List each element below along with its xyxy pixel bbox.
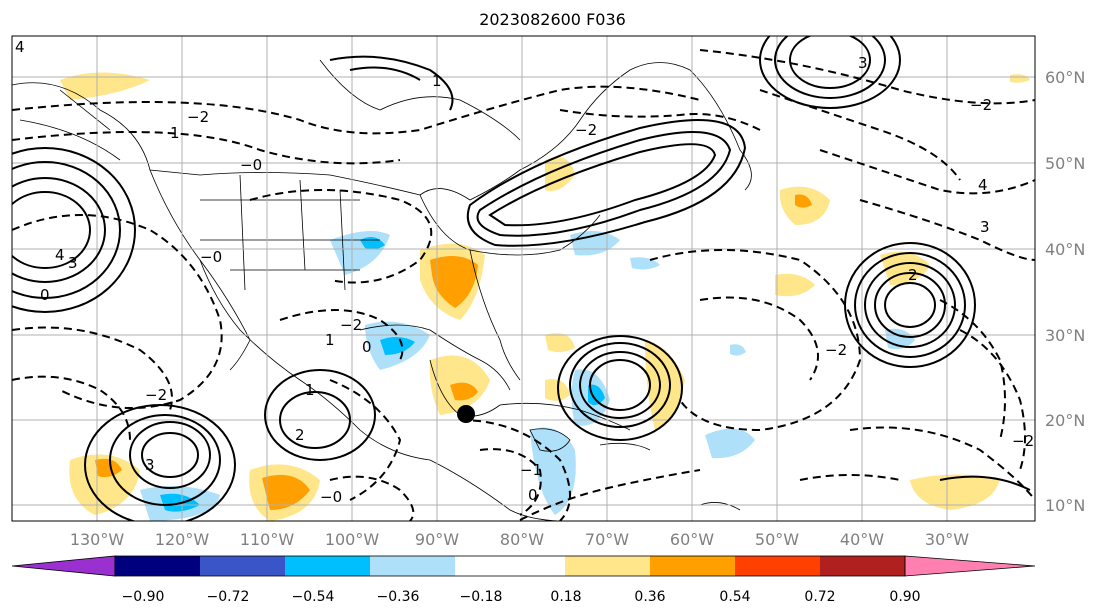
- lon-label: 100°W: [325, 530, 380, 549]
- contour-label: 4: [15, 38, 25, 56]
- contour-label: −2: [575, 121, 597, 139]
- lon-label: 40°W: [840, 530, 884, 549]
- colorbar: −0.90 −0.72 −0.54 −0.36 −0.18 0.18 0.36 …: [11, 555, 1036, 605]
- contour-label: −0: [320, 488, 342, 506]
- contour-label: 3: [980, 218, 990, 236]
- map-title: 2023082600 F036: [479, 10, 626, 29]
- lat-label: 40°N: [1045, 240, 1085, 259]
- contour-label: 4: [978, 176, 988, 194]
- contour-label: 4: [55, 246, 65, 264]
- positive-contours: [12, 36, 1031, 521]
- colorbar-tick-label: 0.90: [889, 589, 920, 605]
- lon-label: 60°W: [670, 530, 714, 549]
- contour-label: 1: [432, 72, 442, 90]
- contour-label: 2: [908, 266, 918, 284]
- lat-label: 10°N: [1045, 496, 1085, 515]
- lon-label: 110°W: [240, 530, 295, 549]
- contour-label: 1: [325, 331, 335, 349]
- contour-label: 0: [40, 286, 50, 304]
- map-frame: [11, 35, 1036, 522]
- lon-label: 120°W: [155, 530, 210, 549]
- contour-label: 1: [170, 124, 180, 142]
- contour-label: −0: [200, 248, 222, 266]
- colorbar-tick-label: −0.36: [377, 589, 420, 605]
- colorbar-tick-label: 0.54: [719, 589, 750, 605]
- colorbar-extend-low: [11, 555, 116, 577]
- lat-label: 20°N: [1045, 411, 1085, 430]
- contour-label: −2: [187, 108, 209, 126]
- colorbar-frame: [114, 555, 906, 577]
- colorbar-segment: [200, 556, 285, 576]
- contour-label: 0: [362, 338, 372, 356]
- contour-label: 3: [858, 54, 868, 72]
- contour-label: 2: [295, 426, 305, 444]
- contour-label: −1: [520, 461, 542, 479]
- cyclone-center-marker: [457, 405, 475, 423]
- colorbar-segment: [115, 556, 200, 576]
- lat-label: 60°N: [1045, 68, 1085, 87]
- colorbar-tick-label: −0.18: [460, 589, 503, 605]
- colorbar-tick-label: 0.18: [550, 589, 581, 605]
- lon-label: 130°W: [70, 530, 125, 549]
- lon-label: 90°W: [415, 530, 459, 549]
- colorbar-segment: [455, 556, 565, 576]
- lat-label: 50°N: [1045, 154, 1085, 173]
- lat-label: 30°N: [1045, 326, 1085, 345]
- contour-label: −2: [340, 316, 362, 334]
- contour-label: 3: [145, 456, 155, 474]
- latitude-labels: 60°N 50°N 40°N 30°N 20°N 10°N: [1045, 68, 1085, 515]
- lon-label: 80°W: [500, 530, 544, 549]
- lon-label: 50°W: [755, 530, 799, 549]
- coastlines: [12, 59, 752, 521]
- colorbar-segment: [285, 556, 370, 576]
- longitude-labels: 130°W 120°W 110°W 100°W 90°W 80°W 70°W 6…: [70, 530, 969, 549]
- colorbar-segment: [565, 556, 650, 576]
- contour-label: 3: [68, 254, 78, 272]
- colorbar-tick-label: 0.72: [804, 589, 835, 605]
- graticule: [12, 36, 1035, 521]
- map-area: [12, 36, 1035, 521]
- contour-label: −2: [825, 341, 847, 359]
- colorbar-segment: [650, 556, 735, 576]
- contour-label: −2: [145, 386, 167, 404]
- contour-label: −2: [1012, 432, 1034, 450]
- lon-label: 30°W: [925, 530, 969, 549]
- contour-label: 0: [528, 486, 538, 504]
- colorbar-segment: [735, 556, 820, 576]
- colorbar-tick-label: −0.54: [292, 589, 335, 605]
- colorbar-tick-label: 0.36: [634, 589, 665, 605]
- lon-label: 70°W: [585, 530, 629, 549]
- contour-label: −0: [240, 156, 262, 174]
- colorbar-tick-label: −0.90: [122, 589, 165, 605]
- contour-labels: 4 3 0 −2 1 −0 −0 −2 1 0 −2 3 2 1 −0 −1 0…: [15, 38, 1034, 506]
- colorbar-segment: [370, 556, 455, 576]
- shaded-anomaly-regions: [60, 72, 1030, 521]
- contour-label: −2: [970, 96, 992, 114]
- colorbar-extend-high: [904, 555, 1036, 577]
- contour-label: 1: [305, 381, 315, 399]
- colorbar-segment: [820, 556, 905, 576]
- colorbar-tick-label: −0.72: [207, 589, 250, 605]
